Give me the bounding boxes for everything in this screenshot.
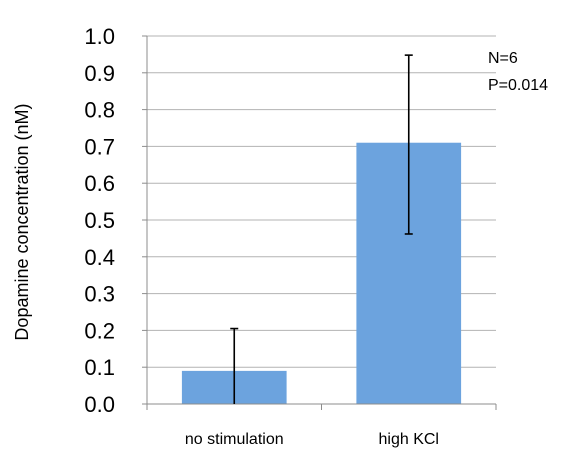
x-category-label: no stimulation bbox=[185, 431, 284, 448]
y-tick-label: 0.1 bbox=[84, 355, 115, 380]
y-tick-label: 1.0 bbox=[84, 24, 115, 49]
x-category-labels: no stimulation high KCl bbox=[185, 431, 439, 448]
y-tick-label: 0.5 bbox=[84, 208, 115, 233]
axes bbox=[142, 35, 497, 410]
y-tick-label: 0.8 bbox=[84, 98, 115, 123]
y-tick-label: 0.9 bbox=[84, 61, 115, 86]
annotation-n: N=6 bbox=[488, 50, 518, 67]
y-axis-title: Dopamine concentration (nM) bbox=[12, 103, 32, 340]
annotation-p: P=0.014 bbox=[488, 77, 548, 94]
y-tick-label: 0.6 bbox=[84, 171, 115, 196]
bars bbox=[181, 142, 462, 404]
gridlines bbox=[147, 35, 496, 368]
x-category-label: high KCl bbox=[379, 431, 439, 448]
y-tick-label: 0.4 bbox=[84, 245, 115, 270]
error-bars bbox=[230, 54, 413, 404]
error-bar bbox=[404, 54, 413, 235]
y-tick-label: 0.7 bbox=[84, 134, 115, 159]
y-tick-labels: 0.0 0.1 0.2 0.3 0.4 0.5 0.6 0.7 0.8 0.9 1.0 bbox=[84, 24, 115, 417]
y-tick-label: 0.0 bbox=[84, 392, 115, 417]
error-bar bbox=[230, 327, 239, 404]
y-tick-label: 0.3 bbox=[84, 282, 115, 307]
y-tick-label: 0.2 bbox=[84, 318, 115, 343]
